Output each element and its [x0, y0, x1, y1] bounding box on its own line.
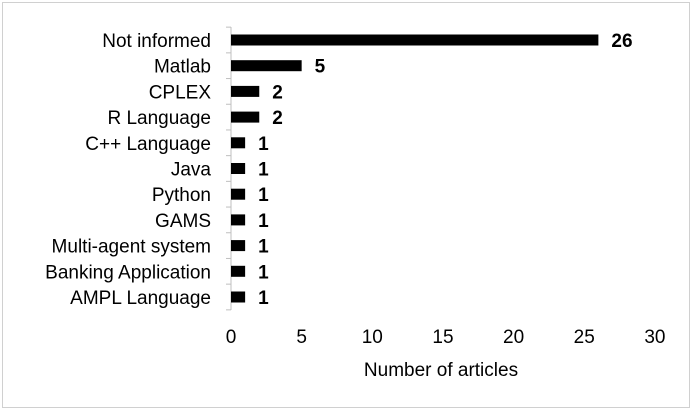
category-label: AMPL Language — [70, 288, 211, 309]
category-label: Matlab — [154, 57, 211, 78]
x-tick-label: 0 — [226, 327, 237, 348]
x-tick-label: 15 — [432, 327, 453, 348]
bar — [231, 163, 246, 174]
data-label: 2 — [272, 82, 283, 103]
category-label: Banking Application — [45, 262, 211, 283]
category-label: Not informed — [102, 31, 211, 52]
category-label: GAMS — [155, 211, 211, 232]
data-label: 1 — [258, 134, 269, 155]
category-label: R Language — [107, 108, 211, 129]
data-label: 26 — [611, 31, 632, 52]
bar — [231, 214, 246, 226]
data-label: 5 — [315, 57, 326, 78]
data-label: 1 — [258, 160, 269, 181]
bar — [231, 137, 246, 149]
bar — [231, 85, 260, 97]
category-label: CPLEX — [149, 82, 212, 103]
category-label: C++ Language — [85, 134, 211, 155]
x-tick-label: 20 — [503, 327, 524, 348]
x-tick-label: 30 — [644, 327, 665, 348]
bar — [231, 111, 260, 123]
data-label: 1 — [258, 185, 269, 206]
category-label: Python — [152, 185, 211, 206]
bar — [231, 34, 599, 46]
bar — [231, 265, 246, 277]
x-axis-label: Number of articles — [364, 360, 518, 381]
data-label: 2 — [272, 108, 283, 129]
bar — [231, 291, 246, 303]
data-label: 1 — [258, 237, 269, 258]
bar — [231, 188, 246, 200]
data-label: 1 — [258, 262, 269, 283]
x-tick-label: 10 — [362, 327, 383, 348]
bar — [231, 60, 302, 72]
data-label: 1 — [258, 288, 269, 309]
bar — [231, 240, 246, 252]
category-label: Java — [171, 160, 212, 181]
x-tick-label: 5 — [296, 327, 307, 348]
data-label: 1 — [258, 211, 269, 232]
x-tick-label: 25 — [574, 327, 595, 348]
category-label: Multi-agent system — [52, 237, 211, 258]
chart-frame — [2, 2, 690, 408]
